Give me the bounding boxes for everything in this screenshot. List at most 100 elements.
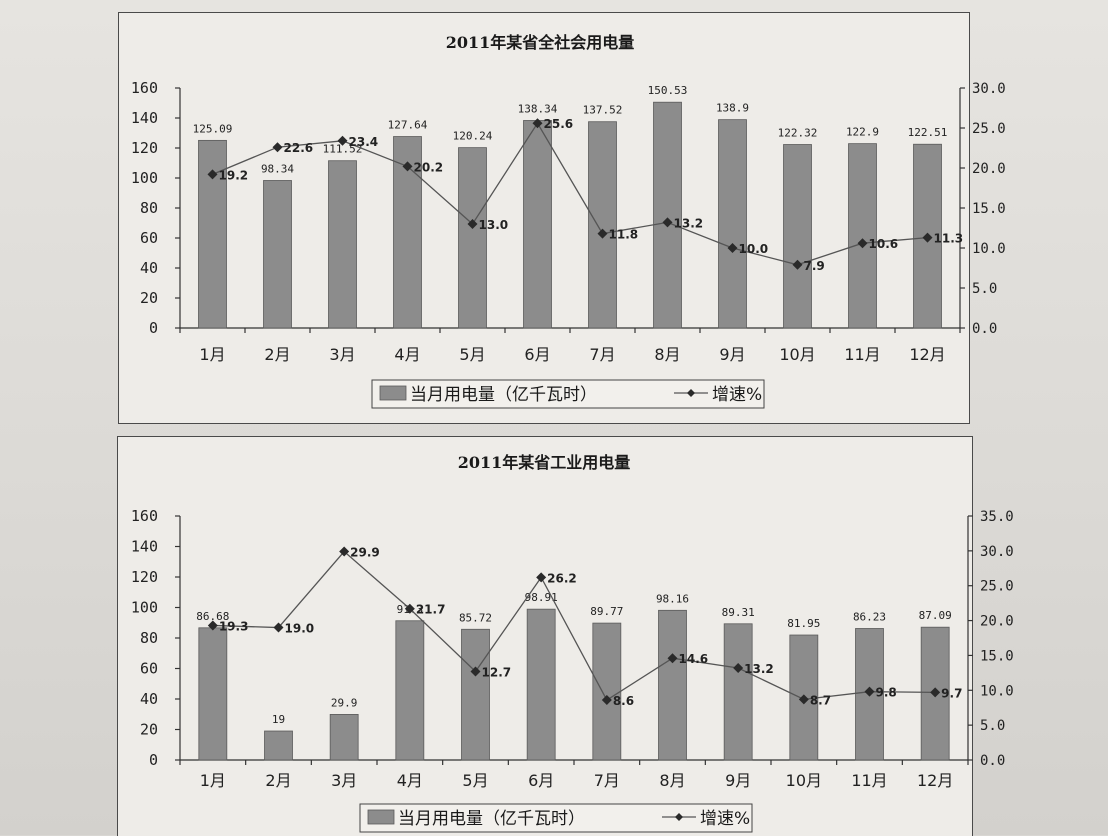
growth-point xyxy=(597,228,608,239)
y2-tick-label: 5.0 xyxy=(980,718,1005,734)
growth-value-label: 13.2 xyxy=(674,216,704,230)
bar xyxy=(588,121,617,329)
bar-value-label: 98.34 xyxy=(261,162,294,175)
x-tick-label: 10月 xyxy=(786,771,822,790)
x-tick-label: 9月 xyxy=(719,345,745,364)
growth-value-label: 21.7 xyxy=(416,603,446,617)
x-tick-label: 4月 xyxy=(394,345,420,364)
bar xyxy=(848,143,877,329)
y-tick-label: 140 xyxy=(131,109,158,127)
growth-point xyxy=(272,142,283,153)
bar xyxy=(653,101,682,329)
bar-value-label: 127.64 xyxy=(388,119,428,132)
growth-value-label: 26.2 xyxy=(547,571,577,585)
y2-tick-label: 10.0 xyxy=(980,683,1014,699)
bar xyxy=(328,160,357,329)
bar-value-label: 85.72 xyxy=(459,611,492,624)
bar-value-label: 86.23 xyxy=(853,610,886,623)
x-tick-label: 12月 xyxy=(909,345,945,364)
bar xyxy=(264,730,293,761)
x-tick-label: 9月 xyxy=(725,771,751,790)
growth-value-label: 9.8 xyxy=(876,686,897,700)
growth-point xyxy=(798,694,809,705)
x-tick-label: 12月 xyxy=(917,771,953,790)
growth-value-label: 29.9 xyxy=(350,546,380,560)
bar-value-label: 98.16 xyxy=(656,592,689,605)
bar xyxy=(592,622,622,761)
y-tick-label: 20 xyxy=(140,289,158,307)
growth-point xyxy=(532,118,543,129)
legend: 当月用电量（亿千瓦时） 增速% xyxy=(371,379,765,409)
x-tick-label: 5月 xyxy=(462,771,488,790)
x-tick-label: 11月 xyxy=(844,345,880,364)
growth-point xyxy=(667,653,678,664)
legend-label-line: 增速% xyxy=(712,385,762,405)
x-tick-label: 3月 xyxy=(329,345,355,364)
legend: 当月用电量（亿千瓦时） 增速% xyxy=(359,803,753,833)
x-tick-label: 6月 xyxy=(524,345,550,364)
x-tick-label: 1月 xyxy=(200,771,226,790)
growth-value-label: 7.9 xyxy=(804,259,825,273)
bar-value-label: 19 xyxy=(272,713,285,726)
bar-value-label: 89.31 xyxy=(722,606,755,619)
y2-tick-label: 25.0 xyxy=(980,579,1014,595)
growth-value-label: 19.3 xyxy=(219,619,249,633)
growth-point xyxy=(727,243,738,253)
bar xyxy=(783,144,812,329)
legend-box xyxy=(371,379,765,409)
growth-value-label: 11.8 xyxy=(609,228,639,242)
growth-point xyxy=(339,546,350,557)
bar-value-label: 98.91 xyxy=(525,591,558,604)
y-tick-label: 120 xyxy=(131,139,158,157)
y-tick-label: 100 xyxy=(131,599,158,617)
bar-value-label: 87.09 xyxy=(919,609,952,622)
x-tick-label: 1月 xyxy=(199,345,225,364)
growth-point xyxy=(792,259,803,270)
x-tick-label: 4月 xyxy=(397,771,423,790)
chart-1: 2011年某省全社会用电量 0 20 40 60 80 100 120 140 160 0.0 5.0… xyxy=(131,33,1006,409)
growth-value-label: 13.2 xyxy=(744,662,774,676)
growth-point xyxy=(207,169,218,180)
bar-value-label: 150.53 xyxy=(648,84,688,97)
bar-value-label: 29.9 xyxy=(331,696,358,709)
x-tick-label: 6月 xyxy=(528,771,554,790)
legend-label-bar: 当月用电量（亿千瓦时） xyxy=(398,809,585,829)
growth-point xyxy=(857,238,868,249)
bar-value-label: 81.95 xyxy=(787,617,820,630)
growth-point xyxy=(536,572,547,583)
growth-value-label: 19.2 xyxy=(219,168,249,182)
growth-value-label: 12.7 xyxy=(482,665,512,679)
legend-line-marker xyxy=(687,389,695,397)
legend-label-bar: 当月用电量（亿千瓦时） xyxy=(410,385,597,405)
x-tick-label: 2月 xyxy=(265,771,291,790)
y-tick-label: 20 xyxy=(140,721,158,739)
bar-value-label: 120.24 xyxy=(453,130,493,143)
legend-bar-swatch xyxy=(379,385,407,401)
bar-value-label: 89.77 xyxy=(590,605,623,618)
y2-tick-label: 20.0 xyxy=(972,161,1006,177)
x-tick-label: 3月 xyxy=(331,771,357,790)
y2-tick-label: 0.0 xyxy=(972,321,997,337)
growth-value-label: 25.6 xyxy=(544,117,574,131)
bar xyxy=(329,714,359,761)
y-tick-label: 80 xyxy=(140,629,158,647)
x-tick-label: 11月 xyxy=(851,771,887,790)
y-tick-label: 60 xyxy=(140,660,158,678)
y2-tick-label: 0.0 xyxy=(980,753,1005,769)
y2-tick-label: 30.0 xyxy=(972,81,1006,97)
growth-point xyxy=(470,666,481,677)
legend-bar-swatch xyxy=(367,809,395,825)
growth-point xyxy=(207,620,218,631)
x-tick-label: 5月 xyxy=(459,345,485,364)
growth-value-label: 8.7 xyxy=(810,693,831,707)
bar xyxy=(395,620,425,761)
bar-value-label: 122.32 xyxy=(778,127,818,140)
x-tick-label: 2月 xyxy=(264,345,290,364)
bar xyxy=(523,120,552,329)
bar xyxy=(263,180,292,329)
x-tick-label: 10月 xyxy=(779,345,815,364)
growth-value-label: 19.0 xyxy=(285,622,315,636)
y2-tick-label: 20.0 xyxy=(980,614,1014,630)
